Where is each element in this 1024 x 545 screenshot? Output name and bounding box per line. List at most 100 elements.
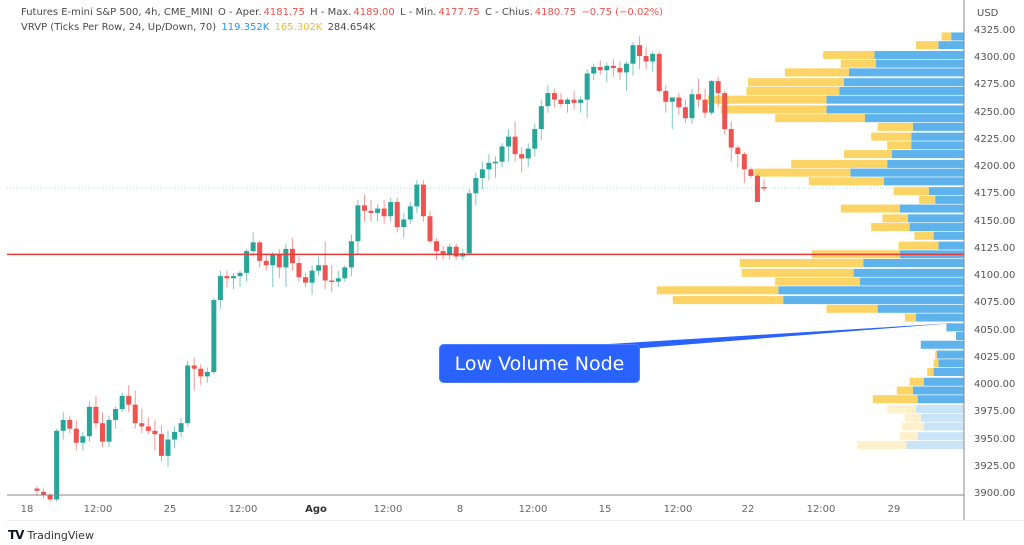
- candle-body: [211, 300, 217, 372]
- price-tick: 4225.00: [974, 133, 1016, 145]
- vp-up-bar: [935, 195, 964, 204]
- up-volume-value: 119.352K: [221, 22, 270, 33]
- candle-body: [420, 184, 426, 217]
- candle-body: [67, 419, 73, 429]
- down-volume-value: 165.302K: [274, 22, 323, 33]
- candle-body: [519, 154, 525, 159]
- candle-body: [93, 406, 99, 424]
- vp-up-bar: [876, 59, 964, 68]
- vp-up-bar: [938, 359, 964, 368]
- candle-body: [263, 260, 269, 266]
- vp-down-bar: [784, 68, 849, 77]
- vp-down-bar: [872, 395, 918, 404]
- candle-body: [165, 439, 171, 456]
- vp-down-bar: [887, 405, 916, 414]
- vp-up-bar: [933, 231, 964, 240]
- candle-body: [394, 202, 400, 228]
- vp-down-bar: [941, 32, 952, 41]
- candle-body: [126, 395, 132, 405]
- candle-body: [663, 90, 669, 102]
- candle-body: [558, 99, 564, 104]
- price-tick: 4200.00: [974, 161, 1016, 173]
- candle-body: [447, 246, 453, 255]
- time-tick: 12:00: [228, 504, 258, 515]
- price-tick: 3975.00: [974, 406, 1016, 418]
- vp-down-bar: [844, 150, 892, 159]
- candle-body: [191, 365, 197, 369]
- time-tick: 12:00: [806, 504, 836, 515]
- candle-body: [86, 406, 92, 437]
- vp-up-bar: [909, 223, 964, 232]
- time-tick: 29: [887, 504, 901, 515]
- candle-body: [591, 66, 597, 74]
- candle-body: [34, 488, 40, 491]
- time-tick: 22: [741, 504, 755, 515]
- vp-down-bar: [775, 277, 860, 286]
- vp-down-bar: [871, 223, 910, 232]
- currency-label: USD: [977, 8, 999, 19]
- vp-down-bar: [826, 304, 878, 313]
- candle-body: [303, 277, 309, 283]
- high-label: H - Max.: [310, 7, 352, 18]
- vp-up-bar: [956, 332, 964, 341]
- vp-down-bar: [877, 122, 913, 131]
- price-tick: 4275.00: [974, 79, 1016, 91]
- vp-down-bar: [775, 114, 865, 123]
- candle-body: [630, 45, 636, 64]
- candle-body: [316, 265, 322, 271]
- vp-down-bar: [919, 195, 936, 204]
- candle-body: [506, 136, 512, 147]
- chart-canvas[interactable]: [7, 0, 1024, 520]
- vp-down-bar: [933, 359, 939, 368]
- vp-up-bar: [853, 268, 964, 277]
- candle-body: [486, 162, 492, 170]
- candle-body: [230, 276, 236, 279]
- vp-down-bar: [708, 95, 827, 104]
- vp-down-bar: [741, 268, 854, 277]
- candle-body: [388, 202, 394, 217]
- candle-body: [237, 272, 243, 277]
- candle-body: [244, 251, 250, 273]
- candle-body: [361, 205, 367, 211]
- candle-body: [656, 53, 662, 91]
- candle-body: [702, 99, 708, 113]
- candle-body: [512, 136, 518, 155]
- vp-down-bar: [914, 231, 934, 240]
- candle-body: [434, 241, 440, 252]
- candle-body: [525, 148, 531, 159]
- vp-down-bar: [935, 350, 937, 359]
- candle-body: [689, 94, 695, 119]
- tradingview-brand[interactable]: TV TradingView: [8, 528, 94, 542]
- vp-down-bar: [898, 241, 939, 250]
- low-value: 4177.75: [438, 7, 480, 18]
- vp-up-bar: [911, 141, 964, 150]
- vp-up-bar: [887, 159, 964, 168]
- candle-body: [761, 187, 767, 189]
- candle-body: [748, 169, 754, 176]
- vp-up-bar: [938, 41, 964, 50]
- price-tick: 3900.00: [974, 488, 1016, 499]
- ohlc-legend: Futures E-mini S&P 500, 4h, CME_MINI O -…: [21, 7, 665, 18]
- indicator-legend[interactable]: VRVP (Ticks Per Row, 24, Up/Down, 70) 11…: [21, 22, 377, 33]
- candle-body: [198, 368, 204, 377]
- price-tick: 4300.00: [974, 52, 1016, 64]
- vp-down-bar: [901, 422, 924, 431]
- time-tick: 12:00: [373, 504, 403, 515]
- candle-body: [283, 248, 289, 268]
- price-tick: 4050.00: [974, 324, 1016, 336]
- price-tick: 3925.00: [974, 460, 1016, 472]
- vp-down-bar: [916, 41, 939, 50]
- vp-down-bar: [823, 50, 875, 59]
- low-volume-node-callout: Low Volume Node: [439, 344, 640, 383]
- vp-down-bar: [904, 413, 921, 422]
- vp-up-bar: [848, 68, 964, 77]
- brand-name: TradingView: [27, 528, 94, 542]
- candle-body: [47, 495, 53, 500]
- candle-body: [578, 99, 584, 103]
- candle-body: [479, 169, 485, 179]
- vp-down-bar: [909, 377, 924, 386]
- vp-down-bar: [927, 367, 934, 377]
- price-tick: 4000.00: [974, 379, 1016, 391]
- high-value: 4189.00: [353, 7, 395, 18]
- vp-up-bar: [892, 150, 964, 159]
